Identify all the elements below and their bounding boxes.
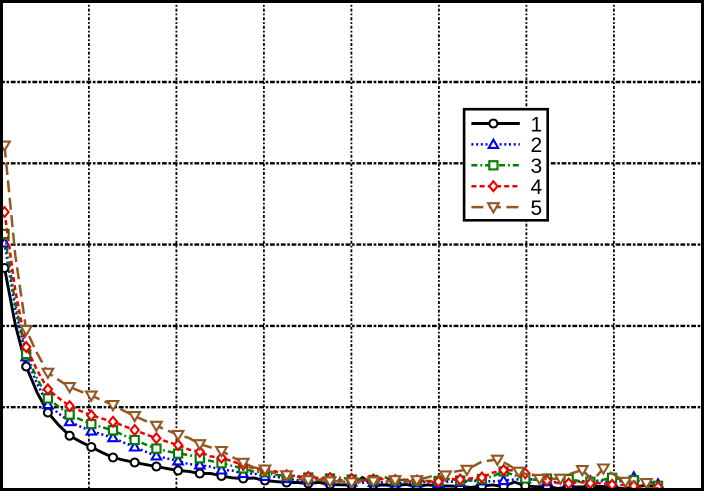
svg-text:1: 1 [531, 113, 543, 136]
svg-text:3: 3 [531, 155, 543, 178]
svg-text:4: 4 [531, 176, 543, 199]
svg-text:2: 2 [531, 134, 543, 157]
svg-text:5: 5 [531, 197, 543, 220]
